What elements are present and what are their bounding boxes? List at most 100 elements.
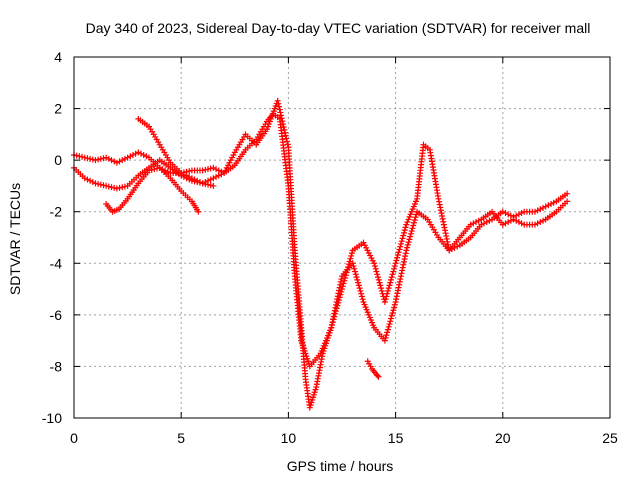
data-point: [282, 129, 289, 136]
data-point: [388, 276, 395, 283]
data-point: [448, 246, 455, 253]
data-point: [534, 207, 541, 214]
data-point: [81, 175, 88, 182]
data-point: [352, 271, 359, 278]
x-tick-label: 5: [177, 430, 185, 446]
data-point: [207, 176, 214, 183]
data-point: [276, 106, 283, 113]
data-point: [151, 166, 158, 173]
data-point: [188, 175, 195, 182]
data-point: [393, 257, 400, 264]
series-trace-e: [364, 358, 382, 380]
data-point: [478, 221, 485, 228]
y-tick-label: -6: [50, 307, 63, 323]
data-point: [473, 219, 479, 226]
data-point: [95, 180, 102, 187]
data-point: [382, 334, 389, 341]
data-point: [92, 157, 99, 164]
data-point: [409, 225, 416, 232]
data-point: [346, 258, 353, 265]
data-point: [116, 158, 123, 165]
data-point: [284, 141, 291, 148]
x-tick-label: 20: [495, 430, 511, 446]
data-point: [218, 171, 225, 178]
data-point: [119, 184, 126, 191]
data-point: [395, 249, 402, 256]
data-point: [502, 220, 509, 227]
data-point: [282, 132, 289, 139]
data-point: [97, 155, 104, 162]
data-point: [407, 230, 414, 237]
data-point: [377, 282, 384, 289]
data-point: [507, 217, 514, 224]
data-point: [207, 182, 214, 189]
data-point: [564, 190, 571, 197]
data-point: [127, 153, 134, 160]
data-point: [84, 176, 91, 183]
data-point: [404, 241, 411, 248]
data-point: [277, 109, 284, 116]
data-point: [357, 287, 364, 294]
data-point: [408, 228, 415, 235]
data-point: [358, 293, 365, 300]
chart-title: Day 340 of 2023, Sidereal Day-to-day VTE…: [86, 20, 591, 36]
data-point: [116, 184, 123, 191]
data-point: [79, 153, 86, 160]
data-point: [95, 156, 102, 163]
data-point: [513, 217, 520, 224]
data-point: [389, 310, 396, 317]
data-point: [564, 198, 571, 205]
axis-ticks: 0 5 10 15 20 25 -10 -8 -6 -4 -2 0 2 4: [42, 49, 618, 446]
data-point: [410, 222, 417, 229]
data-point: [499, 208, 506, 215]
data-point: [510, 216, 517, 223]
data-point: [534, 220, 541, 227]
data-point: [121, 155, 128, 162]
series-trace-d: [135, 115, 217, 189]
x-tick-label: 0: [70, 430, 78, 446]
data-point: [352, 268, 359, 275]
data-point: [475, 217, 482, 224]
data-point: [411, 217, 418, 224]
data-point: [183, 172, 190, 179]
data-point: [140, 151, 147, 158]
data-point: [394, 251, 401, 258]
data-point: [351, 265, 358, 272]
y-tick-label: -8: [50, 358, 63, 374]
x-tick-label: 15: [388, 430, 404, 446]
data-point: [202, 166, 209, 173]
data-point: [124, 154, 131, 161]
data-point: [103, 154, 110, 161]
data-point: [392, 260, 399, 267]
y-axis-label: SDTVAR / TECUs: [7, 183, 23, 295]
data-point: [143, 153, 150, 160]
data-point: [113, 159, 120, 166]
data-point: [186, 173, 193, 180]
data-point: [132, 150, 139, 157]
data-point: [391, 265, 398, 272]
data-point: [537, 219, 544, 226]
data-points: [71, 97, 571, 411]
data-point: [108, 184, 115, 191]
data-point: [186, 168, 193, 175]
data-point: [384, 326, 391, 333]
data-point: [353, 274, 360, 281]
data-point: [381, 298, 388, 305]
data-point: [396, 246, 403, 253]
data-point: [373, 268, 380, 275]
data-point: [390, 268, 397, 275]
data-point: [111, 184, 118, 191]
data-point: [483, 219, 490, 226]
data-point: [210, 182, 217, 189]
data-point: [89, 156, 96, 163]
data-point: [387, 318, 394, 325]
data-point: [87, 155, 94, 162]
data-point: [199, 180, 206, 187]
y-tick-label: 2: [54, 101, 62, 117]
data-point: [499, 221, 506, 228]
data-point: [355, 279, 362, 286]
data-point: [383, 332, 390, 339]
data-point: [390, 307, 397, 314]
data-point: [384, 287, 391, 294]
